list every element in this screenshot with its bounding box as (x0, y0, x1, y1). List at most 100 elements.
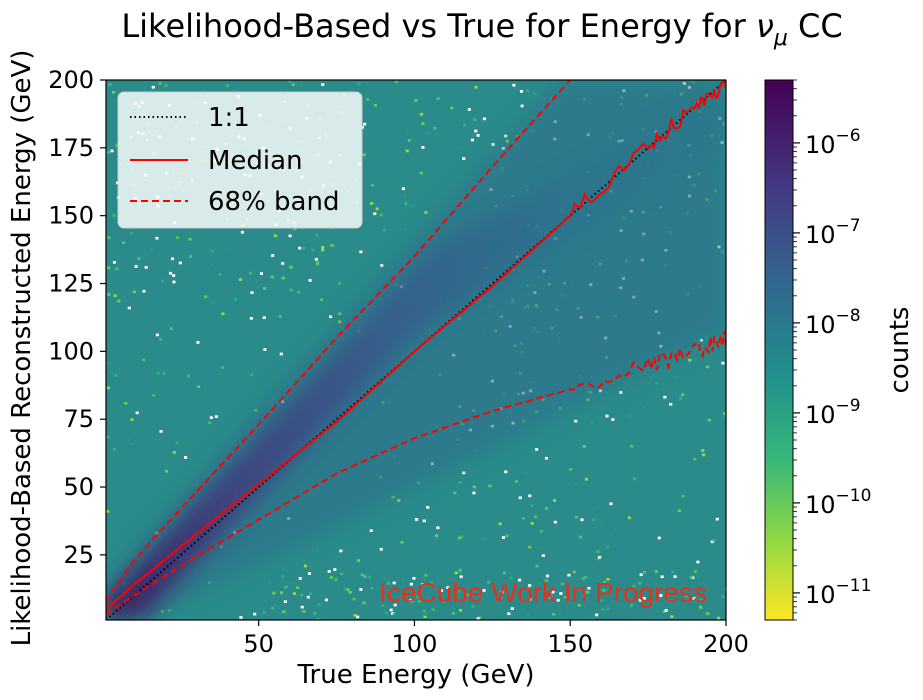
heatmap-bin (188, 237, 192, 241)
heatmap-bin (333, 568, 337, 571)
heatmap-bin (422, 519, 426, 523)
heatmap-bin (356, 615, 360, 619)
heatmap-bin (338, 312, 342, 316)
heatmap-bin (114, 374, 118, 377)
heatmap-bin (262, 316, 266, 319)
heatmap-bin (509, 576, 513, 580)
heatmap-bin (584, 575, 588, 579)
heatmap-bin (544, 456, 548, 460)
heatmap-bin (392, 581, 396, 585)
heatmap-bin (696, 575, 700, 579)
heatmap-bin (369, 529, 373, 532)
heatmap-bin (280, 591, 284, 594)
heatmap-bin (403, 194, 407, 198)
heatmap-bin (630, 603, 634, 607)
heatmap-bin (544, 507, 548, 510)
heatmap-bin (317, 603, 321, 606)
heatmap-bin (681, 393, 685, 397)
heatmap-bin (281, 575, 285, 578)
heatmap-bin (124, 402, 128, 405)
heatmap-bin (263, 287, 267, 290)
heatmap-bin (701, 449, 705, 452)
heatmap-bin (412, 577, 416, 580)
heatmap-bin (373, 212, 377, 216)
heatmap-bin (111, 90, 115, 94)
heatmap-bin (189, 255, 193, 258)
heatmap-bin (669, 402, 673, 406)
heatmap-bin (172, 274, 176, 277)
heatmap-bin (386, 582, 390, 585)
heatmap-bin (368, 575, 372, 579)
heatmap-bin (528, 93, 532, 96)
heatmap-bin (688, 358, 692, 362)
heatmap-bin (314, 257, 318, 261)
heatmap-bin (535, 448, 539, 451)
heatmap-bin (642, 405, 646, 409)
heatmap (106, 80, 726, 620)
heatmap-bin (271, 254, 275, 257)
heatmap-bin (259, 272, 263, 275)
heatmap-bin (366, 98, 370, 101)
heatmap-bin (271, 606, 275, 610)
heatmap-bin (632, 584, 636, 588)
heatmap-bin (533, 515, 537, 519)
heatmap-bin (654, 570, 658, 573)
heatmap-bin (598, 555, 602, 559)
y-tick-label: 75 (63, 405, 94, 433)
heatmap-bin (476, 134, 480, 137)
heatmap-bin (699, 599, 703, 602)
heatmap-bin (486, 580, 490, 584)
heatmap-bin (504, 470, 508, 474)
heatmap-bin (614, 527, 618, 530)
heatmap-bin (572, 570, 576, 574)
heatmap-bin (112, 261, 116, 264)
heatmap-bin (460, 535, 464, 539)
heatmap-bin (142, 358, 146, 362)
heatmap-bin (597, 505, 601, 509)
heatmap-bin (315, 233, 319, 237)
heatmap-bin (281, 262, 285, 265)
heatmap-bin (164, 84, 168, 87)
heatmap-bin (135, 411, 139, 415)
heatmap-bin (422, 609, 426, 613)
heatmap-bin (601, 607, 605, 611)
heatmap-bin (559, 592, 563, 595)
heatmap-bin (574, 482, 578, 486)
heatmap-bin (352, 597, 356, 601)
heatmap-bin (239, 616, 243, 619)
heatmap-bin (606, 545, 610, 549)
heatmap-bin (127, 438, 131, 442)
heatmap-bin (707, 418, 711, 422)
heatmap-bin (466, 593, 470, 597)
heatmap-bin (210, 263, 214, 267)
heatmap-bin (685, 595, 689, 598)
heatmap-bin (160, 610, 164, 613)
heatmap-bin (528, 597, 532, 601)
heatmap-bin (338, 281, 342, 285)
heatmap-bin (356, 559, 360, 562)
heatmap-bin (130, 442, 134, 446)
heatmap-bin (567, 573, 571, 577)
heatmap-bin (528, 545, 532, 549)
heatmap-bin (127, 306, 131, 310)
heatmap-bin (639, 573, 643, 577)
heatmap-bin (519, 90, 523, 93)
heatmap-bin (451, 611, 455, 615)
heatmap-bin (340, 572, 344, 576)
heatmap-bin (535, 564, 539, 568)
heatmap-bin (380, 264, 384, 267)
heatmap-bin (150, 248, 154, 252)
heatmap-bin (159, 430, 163, 433)
heatmap-bin (419, 171, 423, 175)
heatmap-bin (313, 611, 317, 615)
heatmap-bin (130, 231, 134, 235)
plot-frame (105, 79, 727, 621)
heatmap-bin (472, 485, 476, 489)
heatmap-bin (435, 534, 439, 538)
heatmap-bin (307, 572, 311, 575)
heatmap-bin (467, 108, 471, 111)
heatmap-bin (587, 586, 591, 590)
colorbar-tick-label: 10−6 (805, 126, 861, 159)
x-tick-label: 150 (547, 630, 593, 658)
heatmap-bin (375, 207, 379, 211)
